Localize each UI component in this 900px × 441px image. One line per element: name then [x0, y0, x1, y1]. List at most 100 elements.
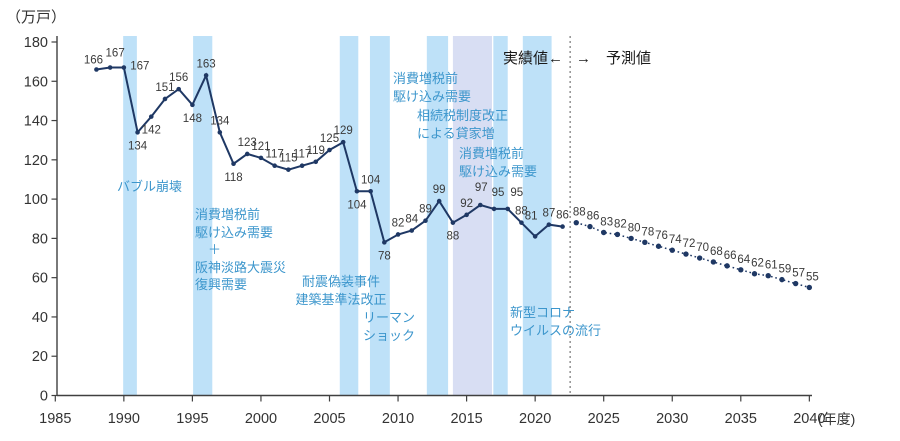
data-point-label: 125	[320, 133, 339, 145]
data-point-label: 83	[600, 216, 613, 228]
data-point-label: 89	[419, 204, 432, 216]
data-point	[519, 220, 524, 225]
event-annotation: 消費増税前 駆け込み需要	[459, 146, 538, 179]
y-tick-label: 80	[32, 231, 48, 247]
data-point	[655, 243, 662, 249]
x-tick-label: 2035	[725, 411, 757, 427]
data-point-label: 118	[224, 172, 242, 184]
data-point	[710, 259, 717, 265]
event-annotation: 相続税制度改正 による貸家増	[417, 108, 509, 141]
data-point-label: 78	[378, 250, 391, 262]
y-tick-label: 180	[24, 35, 48, 51]
data-point	[340, 139, 346, 145]
data-point-label: 86	[587, 211, 600, 223]
x-tick-label: 2010	[382, 411, 414, 427]
data-point-label: 115	[279, 153, 297, 165]
x-tick-label: 1990	[108, 411, 140, 427]
data-point-label: 72	[683, 238, 696, 250]
y-tick-label: 40	[32, 310, 48, 326]
data-point	[642, 239, 648, 246]
y-tick-label: 60	[32, 271, 48, 287]
data-point-label: 97	[475, 182, 488, 194]
data-point	[779, 276, 785, 283]
highlight-band	[493, 36, 508, 396]
y-tick-label: 20	[32, 349, 48, 365]
data-point-label: 68	[710, 246, 723, 258]
data-point-label: 123	[238, 137, 257, 149]
data-point-label: 166	[84, 54, 103, 66]
data-point-label: 88	[515, 206, 528, 218]
highlight-band	[426, 36, 449, 396]
data-point-label: 76	[655, 230, 668, 242]
data-point	[244, 151, 250, 157]
x-axis-unit-label: (年度)	[818, 411, 856, 427]
data-point-label: 88	[446, 231, 459, 243]
data-point-label: 55	[806, 271, 819, 283]
forecast-values-label: → 予測値	[576, 50, 652, 67]
data-point	[409, 228, 415, 233]
forecast-series-line	[576, 221, 810, 289]
x-tick-label: 2040	[793, 411, 825, 427]
event-annotation: 消費増税前 駆け込み需要	[393, 71, 472, 104]
y-axis-unit-label: （万戸）	[6, 9, 67, 26]
data-point	[532, 234, 538, 239]
highlight-band	[339, 36, 359, 396]
highlight-band	[123, 36, 137, 396]
y-tick-label: 0	[40, 389, 48, 405]
data-point	[628, 235, 634, 242]
data-point-label: 163	[197, 58, 216, 70]
event-annotation: 消費増税前 駆け込み需要 ＋ 阪神淡路大震災 復興需要	[195, 207, 287, 292]
data-point	[382, 240, 387, 245]
data-point-label: 95	[510, 187, 523, 199]
x-tick-label: 2020	[519, 411, 551, 427]
event-annotation: バブル崩壊	[117, 179, 183, 194]
data-point-label: 59	[779, 264, 792, 276]
highlight-band	[452, 36, 492, 396]
data-point	[299, 163, 305, 169]
data-point-label: 104	[361, 174, 381, 186]
data-point	[491, 206, 497, 212]
data-point-label: 61	[765, 260, 778, 272]
data-point-label: 148	[183, 113, 202, 125]
data-point	[806, 284, 813, 291]
data-point	[765, 273, 771, 279]
data-point	[272, 163, 277, 169]
data-point	[478, 202, 483, 208]
data-point	[121, 65, 127, 70]
data-point-label: 87	[542, 208, 555, 220]
data-point-label: 129	[334, 125, 353, 137]
data-point	[464, 212, 469, 218]
data-point	[546, 222, 552, 227]
y-tick-label: 160	[24, 74, 48, 90]
x-tick-label: 2025	[588, 411, 620, 427]
x-tick-label: 2005	[313, 411, 345, 427]
data-point	[738, 267, 744, 273]
data-point-label: 70	[696, 242, 709, 254]
data-point	[423, 218, 428, 224]
data-point	[231, 161, 236, 167]
data-point	[313, 159, 319, 165]
data-point-label: 142	[142, 125, 161, 137]
data-point	[683, 251, 689, 257]
data-point-label: 156	[169, 72, 188, 84]
data-point-label: 82	[614, 218, 627, 230]
y-tick-label: 140	[24, 114, 48, 130]
data-point	[354, 188, 360, 194]
x-tick-label: 1985	[39, 411, 71, 427]
data-point	[436, 198, 442, 204]
data-point	[162, 96, 168, 102]
data-point-label: 57	[792, 268, 805, 280]
data-point-label: 80	[628, 222, 641, 234]
highlight-band	[369, 36, 390, 396]
data-point	[327, 147, 332, 153]
data-point-label: 78	[641, 226, 654, 238]
data-point	[696, 255, 703, 261]
data-point-label: 62	[751, 258, 764, 270]
data-point	[450, 220, 456, 225]
highlight-band	[522, 36, 552, 396]
data-point	[505, 206, 511, 212]
data-point-label: 167	[106, 48, 125, 60]
data-point	[601, 229, 607, 236]
